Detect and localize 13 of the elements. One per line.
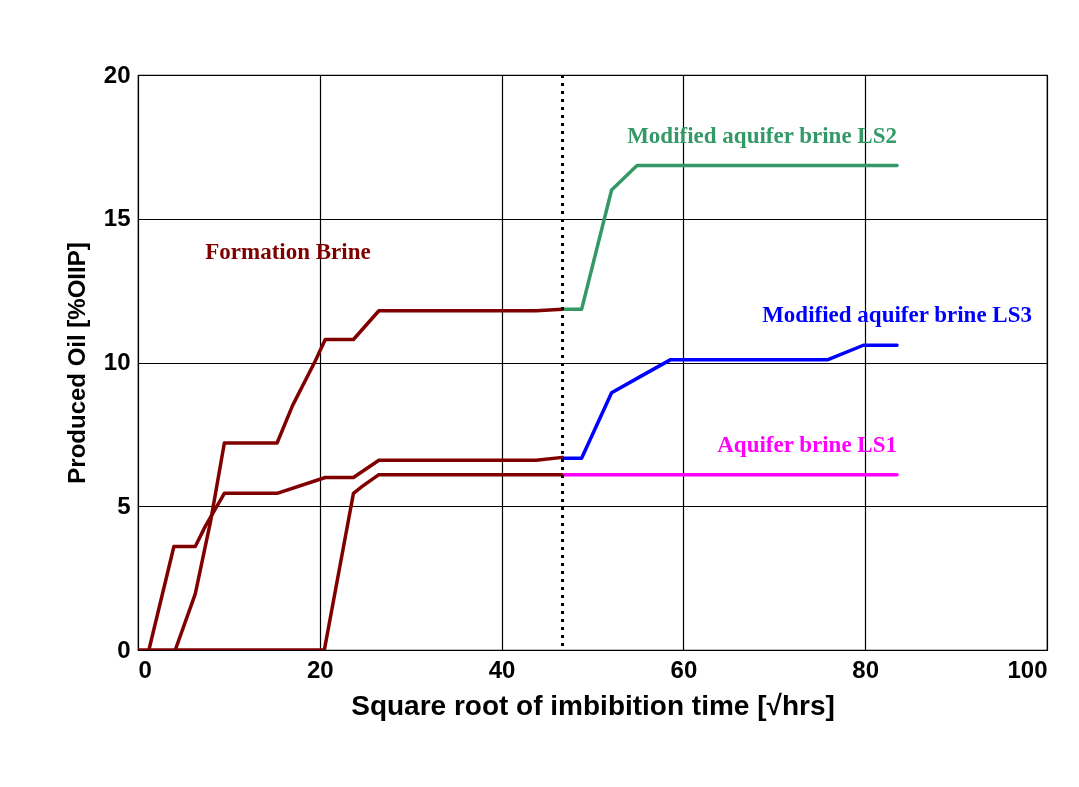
y-tick-label: 5: [117, 491, 131, 519]
y-tick-label: 20: [103, 60, 131, 88]
x-tick-label: 20: [306, 655, 334, 683]
y-tick-label: 15: [103, 204, 131, 232]
x-tick-label: 0: [138, 655, 152, 683]
y-tick-label: 10: [103, 348, 131, 375]
x-tick-label: 80: [852, 655, 880, 683]
x-tick-label: 100: [1007, 655, 1048, 683]
y-axis-title: Produced Oil [%OIIP]: [62, 242, 90, 484]
x-tick-label: 60: [670, 655, 698, 683]
x-tick-label: 40: [488, 655, 516, 683]
x-axis-title: Square root of imbibition time [√hrs]: [351, 689, 835, 721]
y-tick-label: 0: [117, 635, 131, 663]
